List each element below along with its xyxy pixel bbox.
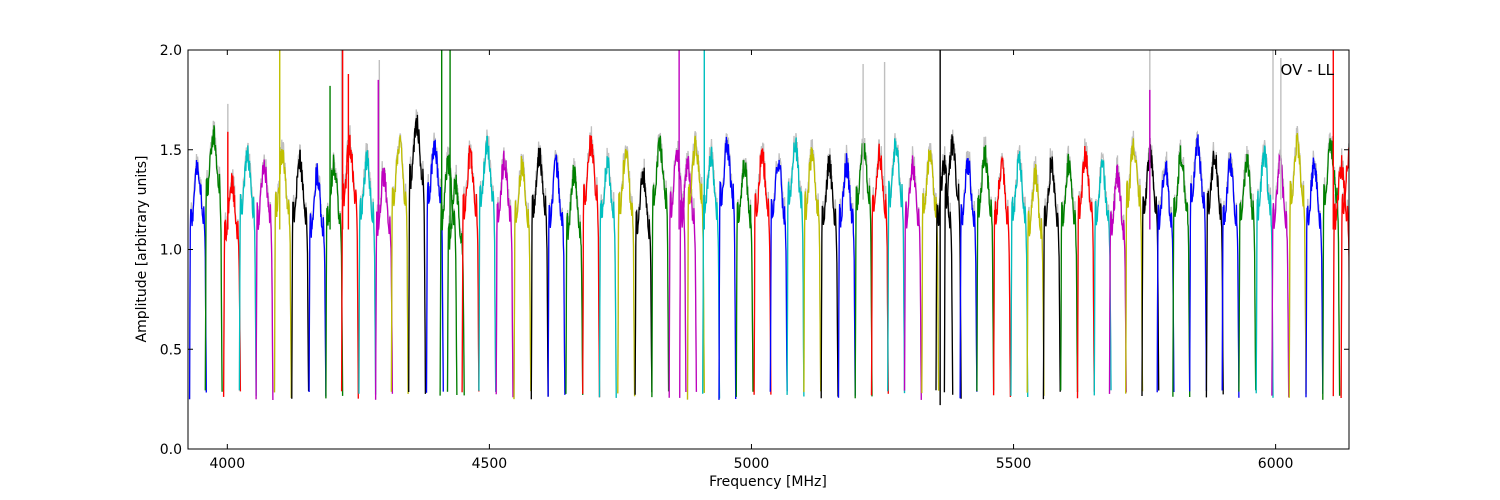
band-line: [598, 156, 617, 398]
band-line: [935, 155, 954, 395]
band-line: [769, 159, 788, 392]
band-line: [390, 135, 409, 394]
band-line: [887, 138, 906, 394]
band-line: [820, 154, 839, 399]
band-line: [1125, 138, 1144, 394]
band-line: [1288, 133, 1307, 398]
band-line: [1108, 164, 1127, 394]
band-line: [188, 159, 207, 400]
band-line: [921, 148, 940, 394]
band-line: [446, 174, 465, 396]
plot-area: [188, 50, 1349, 406]
band-line: [1332, 155, 1349, 397]
band-line: [837, 153, 856, 398]
band-line: [582, 135, 601, 398]
band-line: [1156, 160, 1175, 393]
band-line: [425, 139, 444, 393]
band-line: [204, 125, 223, 392]
band-line: [870, 143, 889, 396]
band-line: [1238, 153, 1257, 392]
band-line: [1060, 153, 1079, 393]
band-line: [308, 163, 327, 397]
band-line: [408, 114, 427, 394]
band-line: [1042, 156, 1061, 400]
band-line: [255, 159, 274, 401]
y-tick-label: 1.0: [160, 243, 182, 259]
x-tick-label: 5000: [734, 456, 770, 472]
band-line: [718, 136, 737, 400]
y-tick-label: 1.5: [160, 143, 182, 159]
band-line: [617, 148, 636, 397]
band-line: [513, 155, 532, 400]
band-line: [634, 167, 653, 395]
band-line: [222, 173, 242, 397]
band-line: [1255, 145, 1274, 398]
band-line: [547, 154, 566, 397]
band-line: [786, 137, 805, 397]
band-line: [478, 135, 497, 392]
band-line: [903, 155, 922, 400]
band-line: [439, 154, 458, 396]
band-line: [803, 147, 822, 393]
band-line: [686, 135, 705, 400]
band-line: [992, 155, 1012, 398]
x-tick-label: 4500: [472, 456, 508, 472]
y-axis-title: Amplitude [arbitrary units]: [134, 156, 150, 343]
band-line: [1322, 138, 1341, 400]
band-line: [1205, 150, 1224, 398]
band-line: [1026, 163, 1045, 396]
band-line: [273, 148, 292, 399]
band-line: [943, 134, 962, 399]
band-line: [1010, 151, 1029, 398]
band-line: [753, 148, 772, 395]
x-tick-label: 4000: [209, 456, 245, 472]
band-line: [959, 158, 978, 399]
band-line: [358, 150, 377, 395]
band-series: [188, 114, 1349, 401]
x-axis-ticks: 4000 4500 5000 5500 6000: [209, 50, 1293, 472]
band-line: [238, 145, 257, 396]
band-line: [340, 134, 359, 399]
band-line: [565, 164, 584, 395]
y-tick-label: 0.0: [160, 442, 182, 458]
band-line: [1221, 153, 1240, 398]
band-line: [976, 145, 995, 392]
band-line: [1172, 145, 1191, 398]
band-line: [679, 156, 698, 398]
band-line: [1093, 159, 1112, 396]
y-tick-label: 0.5: [160, 342, 182, 358]
band-line: [651, 135, 670, 398]
band-line: [325, 154, 344, 399]
chart-annotation: OV - LL: [1281, 61, 1335, 79]
band-line: [1305, 157, 1324, 398]
band-line: [461, 145, 480, 393]
band-line: [1189, 134, 1208, 392]
band-line: [1340, 147, 1349, 399]
spikes: [227, 50, 1334, 230]
x-axis-title: Frequency [MHz]: [709, 474, 827, 490]
band-line: [530, 147, 549, 400]
y-tick-label: 2.0: [160, 43, 182, 59]
x-tick-label: 5500: [996, 456, 1032, 472]
band-line: [1076, 145, 1095, 399]
y-axis-ticks: 0.0 0.5 1.0 1.5 2.0: [160, 43, 1349, 458]
band-line: [495, 150, 514, 398]
band-line: [702, 146, 721, 399]
band-line: [291, 149, 310, 399]
x-tick-label: 6000: [1258, 456, 1294, 472]
band-line: [735, 160, 754, 397]
